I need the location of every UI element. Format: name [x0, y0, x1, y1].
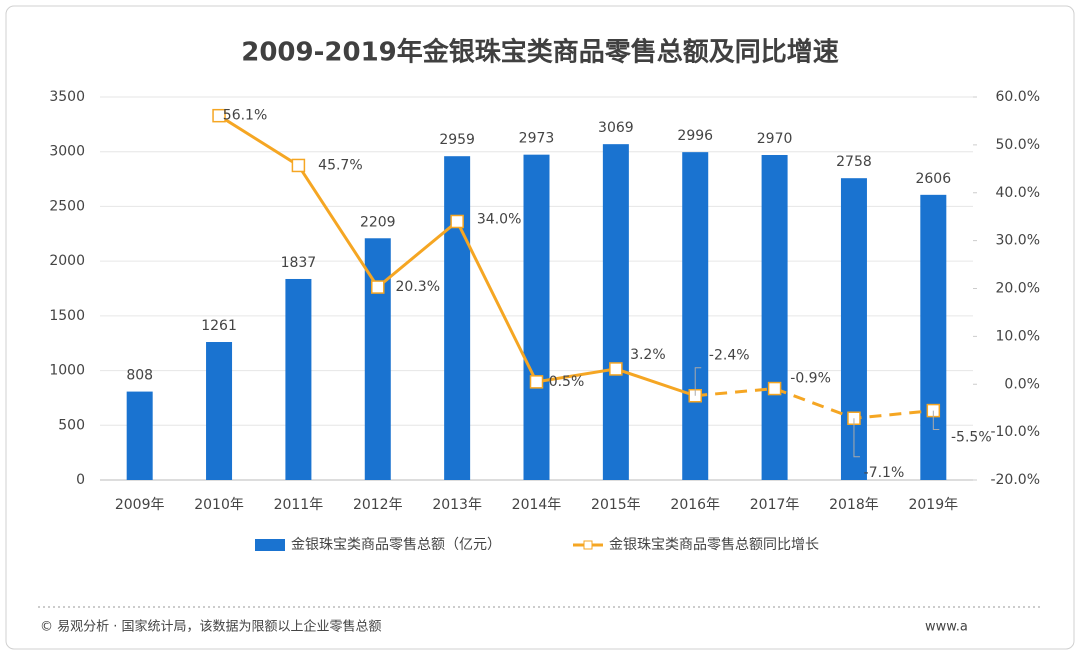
- leader-line: [932, 410, 940, 430]
- bar: [761, 154, 788, 481]
- y-tick-label: 500: [58, 417, 85, 433]
- y2-tick-label: 30.0%: [996, 233, 1040, 249]
- x-tick-label: 2011年: [274, 497, 324, 513]
- bar-value-label: 2606: [915, 171, 951, 187]
- x-tick-label: 2018年: [829, 497, 879, 513]
- bar-value-label: 3069: [598, 120, 634, 136]
- bar: [920, 194, 947, 480]
- x-tick-label: 2019年: [908, 497, 958, 513]
- y2-tick-label: 20.0%: [996, 281, 1040, 297]
- bar: [682, 152, 709, 481]
- line-marker: [767, 381, 782, 396]
- y2-tick-label: 40.0%: [996, 185, 1040, 201]
- line-value-label: 45.7%: [318, 157, 362, 173]
- bar: [285, 278, 312, 480]
- bar: [206, 342, 233, 480]
- bar-value-label: 2209: [360, 214, 396, 230]
- line-marker: [609, 362, 623, 376]
- x-tick-label: 2017年: [750, 497, 800, 513]
- bar-value-label: 2996: [677, 128, 713, 144]
- bar-value-label: 2970: [757, 131, 793, 147]
- line-marker: [529, 375, 544, 389]
- leader-line: [853, 418, 860, 458]
- bar-value-label: 2959: [439, 132, 475, 148]
- line-value-label: 34.0%: [477, 211, 521, 227]
- line-marker: [212, 108, 226, 123]
- y-tick-label: 2000: [49, 253, 85, 269]
- line-marker: [450, 214, 464, 229]
- legend-swatch: [255, 539, 285, 551]
- source-url: www.a: [925, 620, 968, 635]
- legend-swatch: [583, 540, 593, 550]
- bar: [602, 144, 629, 481]
- leader-line: [694, 367, 702, 396]
- y-tick-label: 2500: [49, 198, 85, 214]
- line-value-label: 0.5%: [549, 374, 585, 390]
- x-tick-label: 2014年: [512, 497, 562, 513]
- line-value-label: 20.3%: [396, 279, 440, 295]
- bar-value-label: 2758: [836, 154, 872, 170]
- line-marker: [291, 158, 306, 173]
- x-tick-label: 2015年: [591, 497, 641, 513]
- bar-value-label: 1261: [201, 318, 237, 334]
- legend-label: 金银珠宝类商品零售总额（亿元）: [291, 537, 501, 553]
- y2-tick-label: 10.0%: [996, 328, 1040, 344]
- y-tick-label: 3500: [49, 89, 85, 105]
- y2-tick-label: -10.0%: [990, 424, 1040, 440]
- source: © 易观分析 · 国家统计局，该数据为限额以上企业零售总额: [40, 619, 382, 635]
- bar-value-label: 1837: [281, 255, 317, 271]
- x-tick-label: 2013年: [432, 497, 482, 513]
- line-value-label: 3.2%: [630, 347, 666, 363]
- line-value-label: -2.4%: [709, 348, 750, 364]
- bar-value-label: 808: [126, 368, 153, 384]
- bar: [126, 391, 153, 480]
- y-tick-label: 0: [76, 472, 85, 488]
- line-marker: [371, 280, 385, 294]
- line-value-label: -7.1%: [864, 465, 905, 481]
- x-tick-label: 2009年: [115, 497, 165, 513]
- y2-tick-label: 0.0%: [1004, 376, 1040, 392]
- y-tick-label: 1000: [49, 363, 85, 379]
- x-tick-label: 2012年: [353, 497, 403, 513]
- legend-label: 金银珠宝类商品零售总额同比增长: [609, 537, 819, 553]
- x-tick-label: 2010年: [194, 497, 244, 513]
- bar: [523, 154, 550, 480]
- bar-value-label: 2973: [519, 131, 555, 147]
- line-value-label: -5.5%: [951, 430, 992, 446]
- y-tick-label: 1500: [49, 308, 85, 324]
- bar: [444, 156, 471, 480]
- y2-tick-label: -20.0%: [990, 472, 1040, 488]
- chart-title: 2009-2019年金银珠宝类商品零售总额及同比增速: [241, 37, 839, 68]
- y2-tick-label: 50.0%: [996, 137, 1040, 153]
- line-value-label: -0.9%: [790, 371, 831, 387]
- x-tick-label: 2016年: [670, 497, 720, 513]
- line-value-label: 56.1%: [223, 108, 267, 124]
- y2-tick-label: 60.0%: [996, 89, 1040, 105]
- y-tick-label: 3000: [49, 144, 85, 160]
- line: [695, 387, 934, 420]
